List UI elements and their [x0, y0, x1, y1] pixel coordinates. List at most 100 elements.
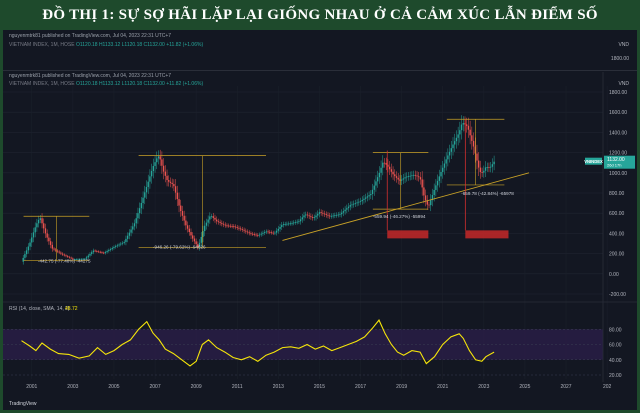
price-candle-body — [376, 177, 379, 182]
price-candle-body — [394, 174, 396, 177]
price-candle-body — [327, 214, 329, 216]
currency-label: VND — [618, 81, 629, 87]
price-candle-body — [156, 158, 158, 163]
price-candle-body — [205, 222, 208, 226]
price-candle-body — [195, 241, 197, 245]
price-candle-body — [423, 187, 425, 196]
price-candle-body — [352, 203, 355, 205]
price-candle-body — [171, 182, 173, 185]
price-candle-body — [450, 148, 452, 152]
price-candle-body — [157, 156, 160, 159]
price-candle-body — [245, 230, 247, 232]
price-candle-body — [289, 223, 292, 225]
price-candle-body — [169, 181, 172, 183]
price-candle-body — [152, 165, 155, 172]
price-candle-body — [257, 234, 259, 236]
price-candle-body — [448, 151, 451, 156]
price-candle-body — [174, 186, 177, 193]
price-candle-body — [351, 204, 353, 206]
price-candle-body — [180, 205, 182, 212]
price-candle-body — [306, 214, 309, 216]
price-candle-body — [253, 234, 256, 235]
price-candle-body — [409, 175, 411, 177]
price-candle-body — [411, 175, 413, 177]
time-tick-label: 2019 — [396, 384, 407, 390]
price-candle-body — [399, 179, 401, 181]
price-candle-body — [111, 248, 113, 250]
price-candle-body — [145, 186, 148, 193]
price-candle-body — [25, 250, 28, 255]
drawdown-annotation: -946.26 (-79.62%) -94626 — [153, 245, 206, 250]
price-candle-body — [476, 153, 478, 161]
price-candle-body — [34, 227, 36, 233]
price-candle-body — [126, 235, 129, 239]
price-candle-body — [181, 211, 184, 216]
price-candle-body — [209, 216, 211, 220]
price-tick-label: 400.00 — [609, 231, 625, 237]
price-candle-body — [406, 176, 408, 178]
price-candle-body — [263, 232, 266, 233]
price-candle-body — [296, 221, 298, 223]
price-candle-body — [204, 225, 206, 232]
price-candle-body — [489, 166, 492, 168]
price-candle-body — [330, 215, 333, 217]
price-candle-body — [140, 202, 143, 209]
price-candle-body — [48, 237, 50, 242]
price-candle-body — [197, 244, 199, 247]
price-candle-body — [137, 213, 139, 219]
price-candle-body — [442, 167, 444, 172]
price-candle-body — [359, 201, 362, 202]
price-candle-body — [412, 174, 415, 176]
price-tick-label: 1800.00 — [609, 90, 627, 96]
price-symbol-text: VNINDEX — [584, 159, 603, 164]
price-candle-body — [454, 141, 456, 145]
price-chart: -442.75 (-77.48%) -44275 -946.26 (-79.62%… — [3, 72, 637, 390]
price-candle-body — [430, 200, 432, 206]
rsi-tick-label: 80.00 — [609, 327, 622, 333]
price-candle-body — [375, 181, 377, 186]
price-candle-body — [178, 199, 180, 206]
price-candle-body — [361, 199, 363, 202]
price-candle-body — [80, 258, 83, 260]
price-candle-body — [233, 226, 235, 228]
price-candle-body — [305, 214, 307, 216]
price-candle-body — [159, 156, 161, 160]
drawdown-annotation: -442.75 (-77.48%) -44275 — [38, 259, 91, 264]
price-candle-body — [239, 228, 242, 230]
price-candle-body — [272, 232, 274, 234]
price-candle-body — [291, 222, 293, 224]
drawdown-annotation: -559.94 (-46.27%) -55994 — [373, 214, 426, 219]
price-candle-body — [49, 241, 52, 245]
price-candle-body — [22, 257, 24, 262]
price-candle-body — [269, 231, 271, 233]
price-candle-body — [94, 250, 96, 252]
price-candle-body — [226, 225, 228, 227]
price-candle-body — [354, 203, 357, 204]
price-candle-body — [400, 179, 403, 181]
ghost-ohlc: O1120.18 H1133.12 L1120.18 C1132.00 +11.… — [75, 42, 204, 48]
price-candle-body — [477, 160, 480, 168]
price-candle-body — [243, 229, 245, 231]
price-candle-body — [186, 225, 189, 229]
price-candle-body — [97, 251, 100, 253]
price-candle-body — [219, 222, 221, 223]
price-tick-label: 200.00 — [609, 252, 625, 258]
price-candle-body — [421, 179, 423, 188]
price-candle-body — [460, 124, 463, 131]
price-candle-body — [323, 213, 326, 215]
price-candle-body — [224, 224, 226, 226]
price-candle-body — [162, 165, 165, 172]
price-candle-body — [55, 249, 57, 251]
price-candle-body — [258, 234, 261, 236]
price-candle-body — [144, 192, 146, 198]
price-candle-body — [236, 227, 238, 229]
price-candle-body — [293, 222, 295, 224]
symbol-line: VIETNAM INDEX, 1M, HOSE O1120.18 H1133.1… — [9, 81, 203, 87]
price-candle-body — [465, 124, 468, 126]
price-candle-body — [168, 180, 170, 182]
price-candle-body — [241, 229, 244, 230]
price-candle-body — [443, 163, 446, 168]
price-candle-body — [349, 205, 351, 207]
price-candle-body — [135, 218, 137, 224]
price-candle-body — [459, 130, 461, 135]
